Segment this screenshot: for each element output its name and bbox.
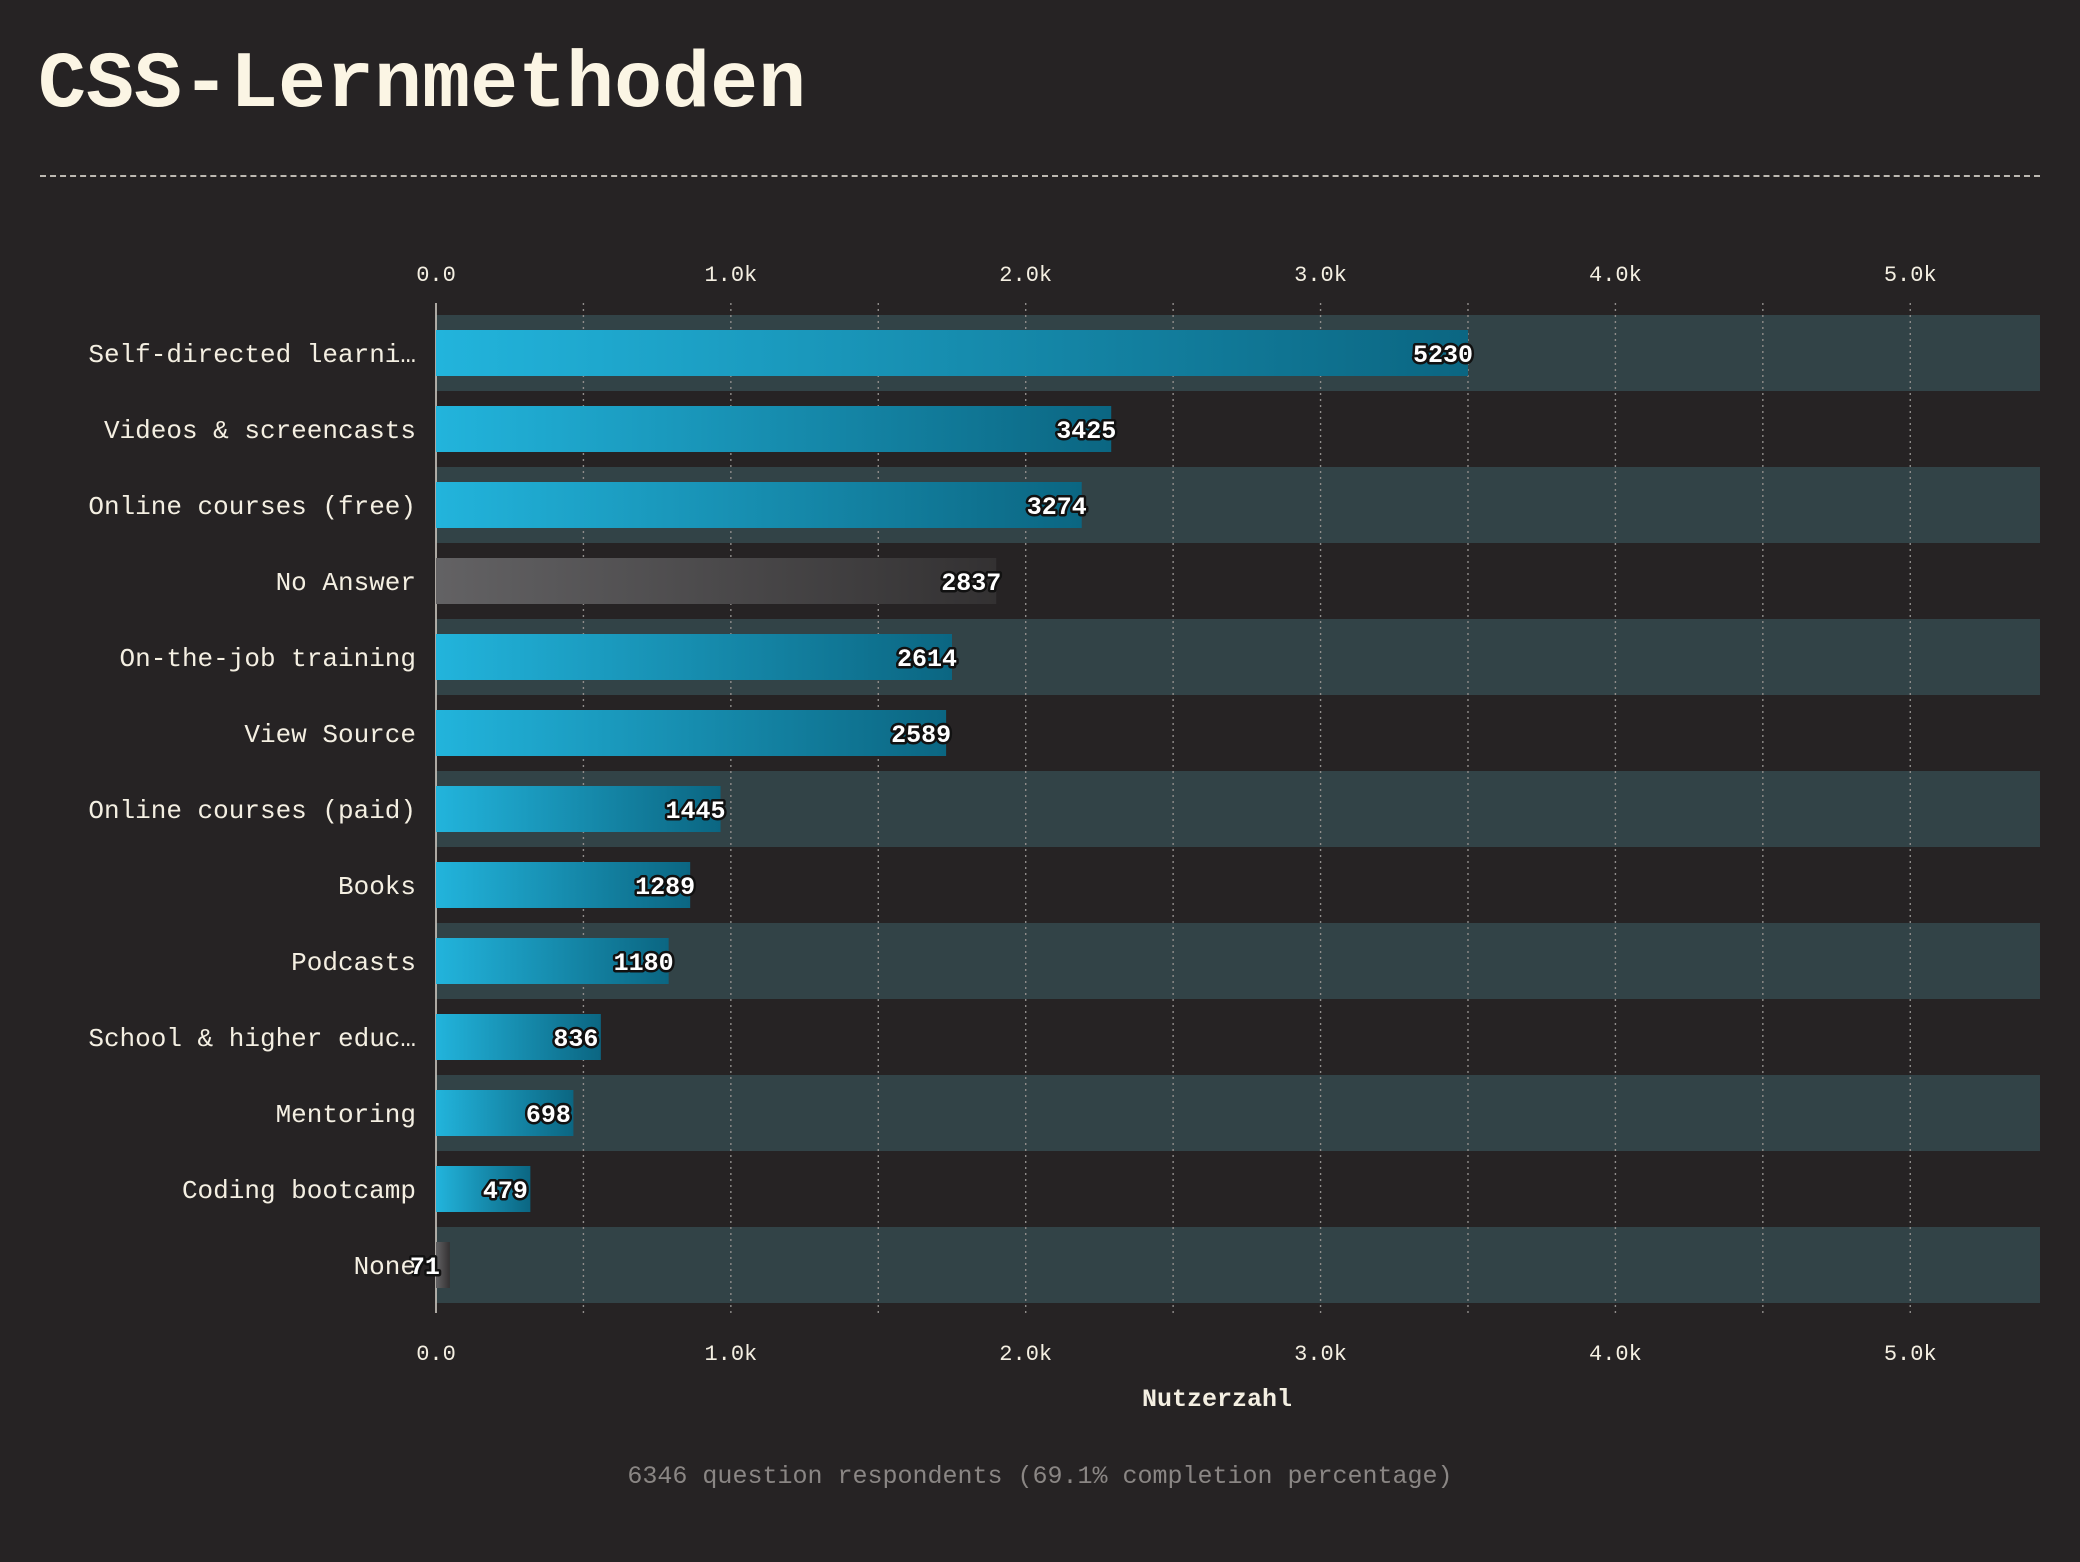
bar <box>436 1166 531 1212</box>
category-label: Podcasts <box>291 948 416 978</box>
category-label: Online courses (free) <box>88 492 416 522</box>
category-label: On-the-job training <box>120 644 416 674</box>
respondents-footnote: 6346 question respondents (69.1% complet… <box>627 1462 1453 1491</box>
bar-value-label: 1289 <box>635 873 695 902</box>
title-divider <box>40 175 2040 177</box>
bar <box>436 1242 450 1288</box>
category-label: Mentoring <box>276 1100 416 1130</box>
row-band <box>436 1075 2040 1151</box>
bar <box>436 482 1082 528</box>
bar-value-label: 698 <box>526 1101 571 1130</box>
bars: 5230 3425 3274 2837 2614 2589 1445 1289 1180 836 6… <box>407 330 1475 1288</box>
x-tick-label: 4.0k <box>1589 263 1642 288</box>
category-label: None <box>354 1252 416 1282</box>
gridlines <box>435 303 1911 1313</box>
x-axis-bottom-ticks: 0.0 1.0k 2.0k 3.0k 4.0k 5.0k <box>416 1342 1936 1367</box>
bar <box>436 1090 574 1136</box>
category-labels: Self-directed learni… Videos & screencast… <box>88 340 416 1282</box>
bar <box>436 786 721 832</box>
category-label: Books <box>338 872 416 902</box>
bar <box>436 938 669 984</box>
row-bands <box>436 315 2040 1303</box>
x-tick-label: 1.0k <box>704 1342 757 1367</box>
bar-value-label: 5230 <box>1413 341 1473 370</box>
bar <box>436 1014 601 1060</box>
x-tick-label: 2.0k <box>999 263 1052 288</box>
x-tick-label: 0.0 <box>416 263 456 288</box>
x-tick-label: 0.0 <box>416 1342 456 1367</box>
page-title: CSS-Lernmethoden <box>38 40 807 131</box>
category-label: Coding bootcamp <box>182 1176 416 1206</box>
x-tick-label: 5.0k <box>1884 1342 1937 1367</box>
x-tick-label: 3.0k <box>1294 1342 1347 1367</box>
category-label: Self-directed learni… <box>88 340 416 370</box>
bar-value-label: 71 <box>410 1253 440 1282</box>
x-axis-top-ticks: 0.0 1.0k 2.0k 3.0k 4.0k 5.0k <box>416 263 1936 288</box>
bar-value-label: 2837 <box>941 569 1001 598</box>
bar-value-label: 1445 <box>666 797 726 826</box>
bar-value-label: 836 <box>553 1025 598 1054</box>
x-tick-label: 5.0k <box>1884 263 1937 288</box>
x-tick-label: 2.0k <box>999 1342 1052 1367</box>
category-label: View Source <box>244 720 416 750</box>
x-tick-label: 1.0k <box>704 263 757 288</box>
bar <box>436 558 997 604</box>
bar-value-label: 2589 <box>891 721 951 750</box>
bar-value-label: 1180 <box>614 949 674 978</box>
row-band <box>436 923 2040 999</box>
bar <box>436 634 952 680</box>
row-band <box>436 1227 2040 1303</box>
x-tick-label: 3.0k <box>1294 263 1347 288</box>
x-axis-label: Nutzerzahl <box>1142 1385 1292 1414</box>
bar-value-label: 479 <box>483 1177 528 1206</box>
bar <box>436 710 947 756</box>
bar-value-label: 3425 <box>1056 417 1116 446</box>
bar-value-label: 2614 <box>897 645 957 674</box>
x-tick-label: 4.0k <box>1589 1342 1642 1367</box>
category-label: No Answer <box>276 568 416 598</box>
bar <box>436 406 1112 452</box>
bar <box>436 330 1468 376</box>
bar-value-label: 3274 <box>1027 493 1087 522</box>
category-label: Videos & screencasts <box>104 416 416 446</box>
category-label: School & higher educ… <box>88 1024 416 1054</box>
category-label: Online courses (paid) <box>88 796 416 826</box>
bar <box>436 862 691 908</box>
